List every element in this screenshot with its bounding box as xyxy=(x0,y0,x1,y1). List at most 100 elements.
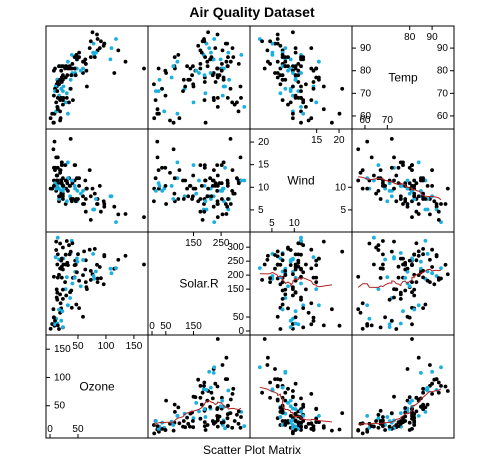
data-point xyxy=(262,337,267,341)
data-point xyxy=(280,307,285,312)
data-point xyxy=(317,77,321,82)
data-point xyxy=(116,48,121,53)
data-point xyxy=(198,395,203,400)
data-point xyxy=(215,424,220,429)
data-point xyxy=(286,68,290,73)
data-point xyxy=(291,406,295,411)
data-point xyxy=(296,80,301,84)
data-point xyxy=(212,37,217,41)
data-point xyxy=(220,197,224,201)
data-point xyxy=(407,401,412,405)
data-point xyxy=(215,418,220,423)
data-point xyxy=(266,355,270,360)
data-point xyxy=(314,100,319,105)
data-point xyxy=(77,306,81,310)
data-point xyxy=(209,385,213,390)
data-point xyxy=(59,178,64,183)
data-point xyxy=(97,184,102,188)
data-point xyxy=(398,194,403,199)
tick-label: 150 xyxy=(185,238,202,249)
data-point xyxy=(288,263,293,267)
data-point xyxy=(75,259,80,264)
data-point xyxy=(299,235,303,240)
data-point xyxy=(155,155,160,160)
data-point xyxy=(123,59,128,64)
data-point xyxy=(419,371,423,375)
data-point xyxy=(61,194,65,199)
data-point xyxy=(445,186,450,191)
data-point xyxy=(78,284,83,289)
data-point xyxy=(78,191,83,196)
data-point xyxy=(202,98,207,102)
data-point xyxy=(57,327,61,331)
diag-panel-ozone: Ozone 50 100 150 0 50 50 100 150 xyxy=(46,335,143,438)
data-point xyxy=(186,194,191,199)
data-point xyxy=(211,178,216,183)
data-point xyxy=(288,398,293,403)
data-point xyxy=(434,204,439,209)
data-point xyxy=(436,380,441,385)
tick-label: 10 xyxy=(289,218,301,229)
data-point xyxy=(208,57,213,62)
data-point xyxy=(52,315,56,320)
data-point xyxy=(95,262,99,267)
data-point xyxy=(85,287,89,291)
data-point xyxy=(114,220,118,225)
data-point xyxy=(412,178,417,183)
data-point xyxy=(95,280,100,284)
data-point xyxy=(275,32,280,37)
data-point xyxy=(389,411,394,415)
data-point xyxy=(69,53,74,57)
data-point xyxy=(421,306,425,310)
data-point xyxy=(430,265,434,269)
data-point xyxy=(77,278,81,283)
data-point xyxy=(416,249,421,254)
data-point xyxy=(280,258,285,263)
data-point xyxy=(55,178,60,183)
data-point xyxy=(69,305,74,310)
data-point xyxy=(398,421,403,426)
data-point xyxy=(196,199,201,204)
data-point xyxy=(156,66,161,71)
data-point xyxy=(55,165,60,170)
data-point xyxy=(412,423,417,427)
data-point xyxy=(108,57,113,62)
data-point xyxy=(283,419,288,423)
data-point xyxy=(68,137,73,141)
panel-frame xyxy=(147,25,251,130)
data-point xyxy=(142,262,146,267)
panel-frame xyxy=(351,128,455,233)
data-point xyxy=(235,412,239,417)
data-point xyxy=(64,293,69,298)
data-point xyxy=(97,46,102,50)
data-point xyxy=(428,257,432,262)
data-point xyxy=(75,57,79,62)
panel-temp-vs-ozone xyxy=(48,30,146,125)
data-point xyxy=(142,215,146,220)
data-point xyxy=(372,262,376,267)
data-point xyxy=(403,267,408,272)
data-point xyxy=(55,275,60,280)
data-point xyxy=(50,186,55,191)
data-point xyxy=(304,262,308,267)
data-point xyxy=(225,41,230,46)
data-point xyxy=(260,39,264,44)
data-point xyxy=(299,120,303,125)
data-point xyxy=(396,424,401,428)
data-point xyxy=(288,89,293,93)
data-point xyxy=(102,204,107,209)
data-point xyxy=(221,160,226,165)
data-point xyxy=(171,423,176,427)
data-point xyxy=(299,396,303,401)
data-point xyxy=(314,280,319,284)
data-point xyxy=(405,178,410,183)
data-point xyxy=(61,197,65,201)
data-point xyxy=(94,269,98,274)
data-point xyxy=(430,168,434,173)
data-point xyxy=(83,197,88,201)
data-point xyxy=(63,280,67,284)
data-point xyxy=(163,93,168,98)
diag-panel-wind: Wind 15 20 5 10 5 10 15 20 5 10 xyxy=(250,129,352,232)
data-point xyxy=(365,186,370,191)
data-point xyxy=(372,235,376,240)
